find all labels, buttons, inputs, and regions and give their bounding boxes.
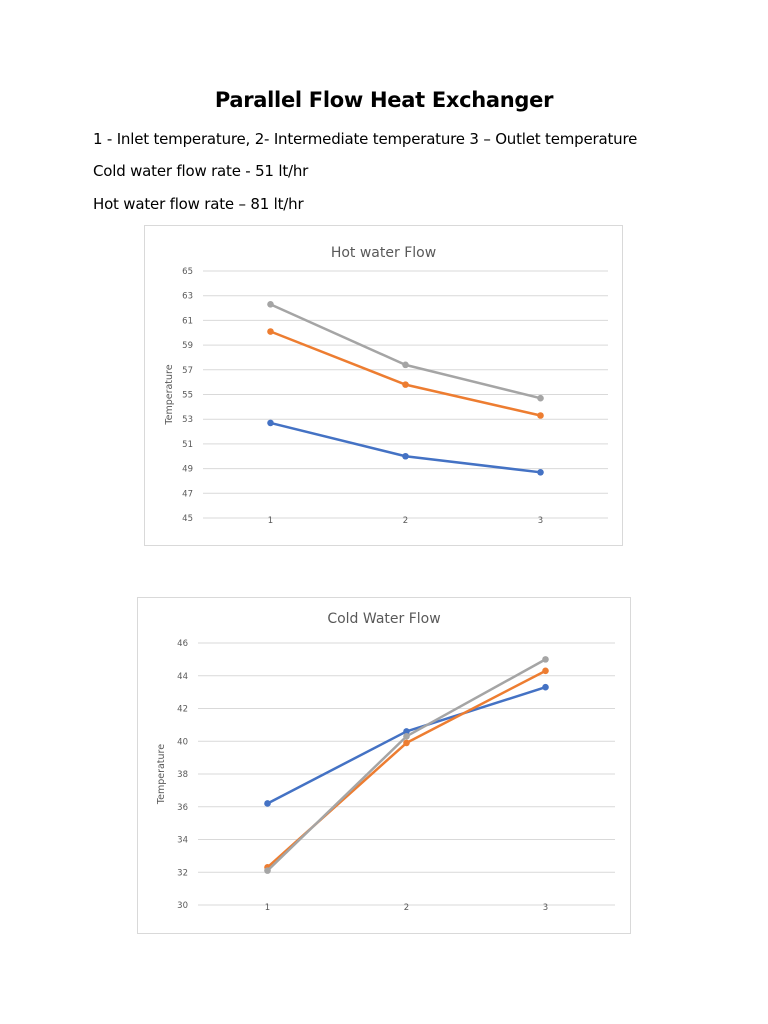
series-line xyxy=(270,330,541,417)
data-point-marker xyxy=(267,419,274,427)
data-point-marker xyxy=(402,381,409,388)
data-point-marker xyxy=(402,452,409,460)
chart-title: Cold Water Flow xyxy=(327,611,440,627)
x-tick-label: 1 xyxy=(268,516,273,526)
y-tick-label: 59 xyxy=(182,341,193,351)
y-tick-label: 55 xyxy=(182,391,193,401)
document-title: Parallel Flow Heat Exchanger xyxy=(214,88,554,112)
data-point-marker xyxy=(542,667,549,675)
y-tick-label: 57 xyxy=(182,366,193,376)
hot-water-flow-rate-line: Hot water flow rate – 81 lt/hr xyxy=(93,195,304,213)
y-tick-label: 40 xyxy=(177,737,188,747)
data-point-marker xyxy=(537,394,544,402)
y-tick-label: 53 xyxy=(182,415,193,425)
data-point-marker xyxy=(267,301,274,308)
y-tick-label: 45 xyxy=(182,514,193,524)
y-tick-label: 36 xyxy=(177,803,188,813)
y-tick-label: 42 xyxy=(177,705,188,715)
data-point-marker xyxy=(542,683,549,691)
hot-water-flow-chart: Hot water Flow 45 47 49 51 53 55 57 59 61 63 65 1 2 3 T… xyxy=(144,225,623,546)
y-tick-label: 38 xyxy=(177,770,188,780)
data-point-marker xyxy=(403,733,410,740)
series-line xyxy=(270,421,541,474)
y-tick-label: 32 xyxy=(177,868,188,878)
data-point-marker xyxy=(403,739,410,747)
y-tick-label: 61 xyxy=(182,316,193,326)
y-axis-label: Temperature xyxy=(164,364,175,425)
data-point-marker xyxy=(542,656,549,663)
data-point-marker xyxy=(267,328,274,335)
y-tick-label: 47 xyxy=(182,489,193,499)
data-point-marker xyxy=(264,867,271,874)
x-tick-label: 3 xyxy=(538,516,543,526)
data-point-marker xyxy=(537,412,544,419)
cold-water-flow-chart-svg: Cold Water Flow 30 32 34 36 38 40 42 44 46 1 2 3 Temp… xyxy=(156,611,615,913)
y-tick-label: 34 xyxy=(177,836,188,846)
x-tick-label: 3 xyxy=(543,903,548,913)
y-tick-label: 63 xyxy=(182,292,193,302)
data-point-marker xyxy=(402,361,409,369)
y-tick-label: 65 xyxy=(182,267,193,277)
x-tick-label: 2 xyxy=(403,516,408,526)
chart-title: Hot water Flow xyxy=(331,245,436,261)
data-point-marker xyxy=(264,800,271,807)
y-tick-label: 51 xyxy=(182,440,193,450)
x-tick-label: 1 xyxy=(265,903,270,913)
hot-water-flow-chart-svg: Hot water Flow 45 47 49 51 53 55 57 59 61 63 65 1 2 3 T… xyxy=(164,245,608,526)
legend-description-line: 1 - Inlet temperature, 2- Intermediate t… xyxy=(93,130,638,148)
y-axis-label: Temperature xyxy=(156,744,167,805)
y-tick-label: 49 xyxy=(182,465,193,475)
y-tick-label: 44 xyxy=(177,672,188,682)
y-tick-label: 30 xyxy=(177,901,188,911)
y-tick-label: 46 xyxy=(177,639,188,649)
cold-water-flow-rate-line: Cold water flow rate - 51 lt/hr xyxy=(93,162,309,180)
x-tick-label: 2 xyxy=(404,903,409,913)
cold-water-flow-chart: Cold Water Flow 30 32 34 36 38 40 42 44 46 1 2 3 Temp… xyxy=(137,597,631,934)
data-point-marker xyxy=(403,728,410,735)
data-point-marker xyxy=(537,469,544,476)
